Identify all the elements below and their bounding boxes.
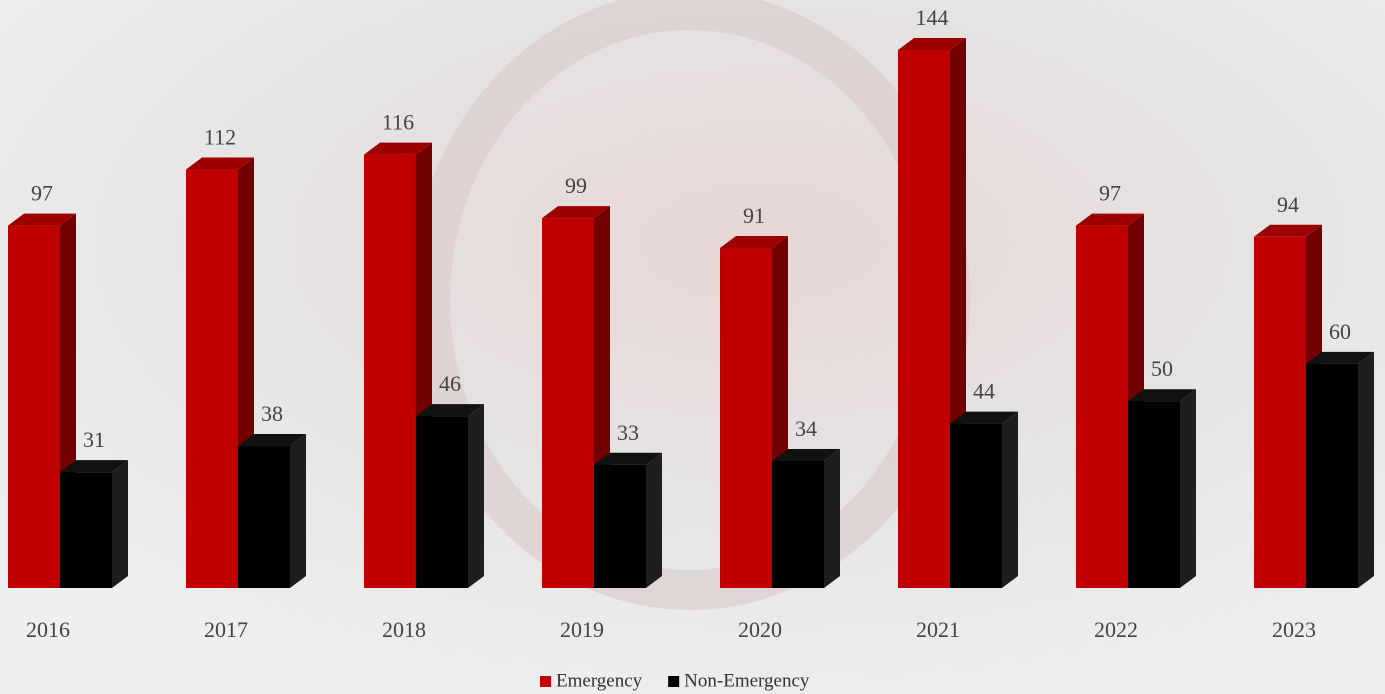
bar bbox=[416, 416, 468, 588]
x-tick-label: 2019 bbox=[560, 617, 604, 642]
bar-side bbox=[1002, 412, 1018, 588]
legend-swatch bbox=[668, 676, 679, 687]
bar bbox=[720, 248, 772, 588]
bar-side bbox=[824, 449, 840, 588]
value-label: 116 bbox=[382, 110, 414, 135]
value-label: 112 bbox=[204, 125, 236, 150]
value-label: 99 bbox=[565, 173, 587, 198]
value-label: 38 bbox=[261, 401, 283, 426]
value-label: 97 bbox=[31, 181, 53, 206]
bar bbox=[542, 218, 594, 588]
bar bbox=[950, 424, 1002, 588]
value-label: 144 bbox=[916, 5, 949, 30]
bar-side bbox=[1358, 352, 1374, 588]
bar bbox=[898, 50, 950, 588]
value-label: 97 bbox=[1099, 181, 1121, 206]
value-label: 94 bbox=[1277, 192, 1299, 217]
value-label: 91 bbox=[743, 203, 765, 228]
x-tick-label: 2022 bbox=[1094, 617, 1138, 642]
bar bbox=[1128, 401, 1180, 588]
value-label: 46 bbox=[439, 371, 461, 396]
bar-side bbox=[1180, 389, 1196, 588]
value-label: 60 bbox=[1329, 319, 1351, 344]
bar bbox=[238, 446, 290, 588]
bar-side bbox=[290, 434, 306, 588]
value-label: 33 bbox=[617, 420, 639, 445]
bar-side bbox=[468, 404, 484, 588]
legend-label: Emergency bbox=[556, 670, 643, 691]
page: 2016 97 31 2017 112 38 2018 116 46 2019 99 33 2020 91… bbox=[0, 0, 1385, 694]
value-label: 34 bbox=[795, 416, 817, 441]
legend-swatch bbox=[540, 676, 551, 687]
bar bbox=[60, 472, 112, 588]
value-label: 31 bbox=[83, 427, 105, 452]
chart: 2016 97 31 2017 112 38 2018 116 46 2019 99 33 2020 91… bbox=[0, 0, 1385, 694]
bar bbox=[1306, 364, 1358, 588]
bar bbox=[8, 226, 60, 588]
x-tick-label: 2023 bbox=[1272, 617, 1316, 642]
value-label: 44 bbox=[973, 379, 995, 404]
bar bbox=[364, 155, 416, 588]
x-tick-label: 2018 bbox=[382, 617, 426, 642]
bar bbox=[186, 170, 238, 588]
bar bbox=[772, 461, 824, 588]
bar bbox=[1076, 226, 1128, 588]
x-tick-label: 2016 bbox=[26, 617, 70, 642]
legend-label: Non-Emergency bbox=[684, 670, 810, 691]
x-tick-label: 2020 bbox=[738, 617, 782, 642]
x-tick-label: 2017 bbox=[204, 617, 248, 642]
bar-side bbox=[646, 453, 662, 588]
x-tick-label: 2021 bbox=[916, 617, 960, 642]
value-label: 50 bbox=[1151, 356, 1173, 381]
bar-side bbox=[112, 460, 128, 588]
bar bbox=[1254, 237, 1306, 588]
bar bbox=[594, 465, 646, 588]
